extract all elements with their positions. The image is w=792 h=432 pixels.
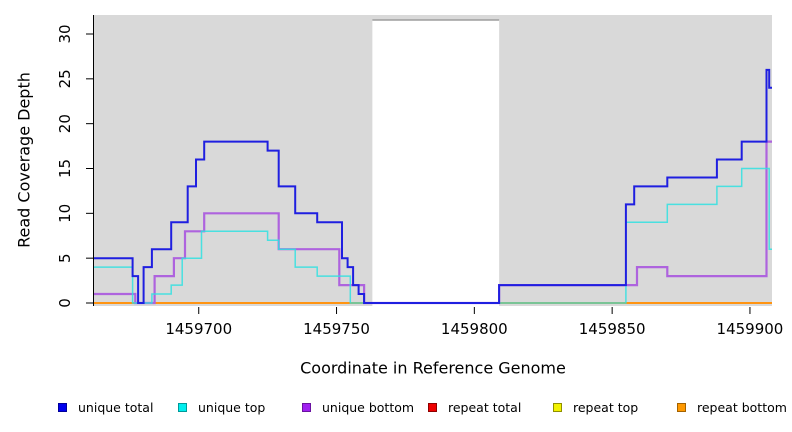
y-tick-label: 30 [56, 24, 74, 43]
x-tick-label: 1459800 [441, 320, 508, 338]
x-tick-label: 1459700 [165, 320, 232, 338]
legend-label: unique bottom [322, 400, 415, 415]
x-tick-label: 1459900 [717, 320, 784, 338]
x-tick-label: 1459850 [579, 320, 646, 338]
x-axis-title: Coordinate in Reference Genome [300, 358, 566, 378]
series-line-unique-total [94, 68, 772, 304]
y-tick-label: 0 [56, 298, 74, 308]
legend-label: repeat bottom [697, 400, 787, 415]
legend-swatch-unique-bottom [302, 403, 311, 412]
legend: unique total unique top unique bottom repea… [0, 399, 792, 419]
series-line-unique-top [94, 167, 772, 304]
y-tick-label: 10 [56, 204, 74, 223]
y-tick-label: 15 [56, 159, 74, 178]
series-line-unique-bottom [94, 140, 772, 305]
legend-label: unique total [78, 400, 154, 415]
legend-label: repeat top [573, 400, 639, 415]
legend-swatch-repeat-top [553, 403, 562, 412]
y-tick-label: 25 [56, 69, 74, 88]
x-tick-label: 1459750 [303, 320, 370, 338]
legend-swatch-unique-top [178, 403, 187, 412]
y-tick-label: 5 [56, 253, 74, 263]
legend-swatch-repeat-total [428, 403, 437, 412]
legend-swatch-repeat-bottom [677, 403, 686, 412]
y-axis-title: Read Coverage Depth [14, 72, 34, 248]
y-tick-label: 20 [56, 114, 74, 133]
legend-label: repeat total [448, 400, 522, 415]
zero-coverage-band [372, 20, 500, 306]
legend-label: unique top [198, 400, 266, 415]
legend-swatch-unique-total [58, 403, 67, 412]
